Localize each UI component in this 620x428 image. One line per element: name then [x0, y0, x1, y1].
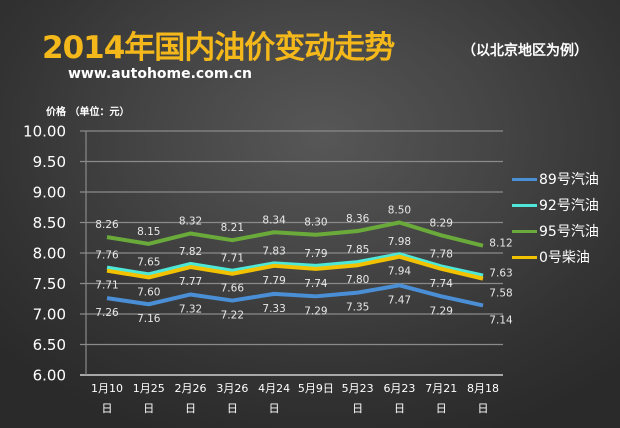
data-label: 7.79	[262, 275, 285, 287]
legend-item-95: 95号汽油	[512, 218, 599, 244]
x-tick-label: 1月25	[133, 382, 165, 395]
series-line-2	[106, 220, 484, 248]
data-label: 7.66	[221, 283, 245, 295]
data-label: 7.76	[95, 250, 119, 262]
data-label: 7.65	[137, 256, 160, 268]
data-label: 7.60	[137, 286, 160, 298]
data-label: 7.77	[179, 276, 202, 288]
x-tick-label: 8月18	[467, 382, 499, 395]
legend-item-89: 89号汽油	[512, 166, 599, 192]
data-label: 8.12	[489, 238, 512, 250]
y-tick-label: 7.00	[33, 306, 66, 324]
data-label: 7.32	[179, 303, 202, 315]
x-axis-ticks: 1月10 日 1月25 日 2月26 日 3月26 日 4月24 日 5月9日 5月23 日 6月23 日 7…	[91, 382, 499, 415]
legend-label: 92号汽油	[539, 198, 599, 214]
data-label: 7.47	[388, 294, 411, 306]
legend-swatch-0-diesel	[512, 255, 537, 259]
x-tick-label: 日	[227, 402, 238, 415]
legend-swatch-92	[512, 203, 537, 207]
x-tick-label: 1月10	[91, 382, 123, 395]
data-label: 7.29	[430, 305, 453, 317]
grid-lines	[80, 130, 503, 376]
x-tick-label: 日	[185, 402, 196, 415]
series-line-1	[106, 252, 484, 278]
x-tick-label: 3月26	[216, 382, 248, 395]
x-tick-label: 5月9日	[298, 382, 334, 395]
legend-label: 95号汽油	[539, 224, 599, 240]
y-tick-label: 8.00	[33, 245, 66, 263]
data-label: 7.29	[304, 305, 327, 317]
data-label: 7.71	[95, 280, 118, 292]
data-label: 7.79	[304, 248, 327, 260]
data-label: 7.94	[388, 266, 412, 278]
data-label: 8.29	[430, 217, 453, 229]
data-label: 7.74	[430, 278, 454, 290]
x-tick-label: 日	[352, 402, 363, 415]
chart-subtitle: （以北京地区为例）	[462, 43, 588, 59]
y-tick-label: 7.50	[33, 275, 66, 293]
series-lines	[106, 220, 484, 308]
series-line-0	[106, 283, 484, 308]
data-label: 8.26	[95, 219, 119, 231]
data-label: 7.83	[262, 245, 285, 257]
y-tick-label: 10.00	[23, 123, 66, 141]
y-tick-label: 9.00	[33, 184, 66, 202]
chart-title: 2014年国内油价变动走势	[42, 30, 395, 66]
source-url: www.autohome.com.cn	[68, 66, 253, 82]
data-label: 8.50	[388, 205, 411, 217]
data-label: 8.34	[262, 214, 286, 226]
y-tick-label: 8.50	[33, 214, 66, 232]
data-label: 8.21	[221, 222, 244, 234]
x-tick-label: 2月26	[175, 382, 207, 395]
x-tick-label: 日	[436, 402, 447, 415]
x-tick-label: 5月23	[342, 382, 374, 395]
legend: 89号汽油 92号汽油 95号汽油 0号柴油	[512, 166, 599, 270]
y-tick-label: 6.50	[33, 336, 66, 354]
data-label: 7.14	[489, 314, 513, 326]
legend-label: 89号汽油	[539, 172, 599, 188]
data-labels: 7.26 7.16 7.32 7.22 7.33 7.29 7.35 7.47 7.29 7.14…	[95, 205, 513, 327]
data-label: 7.26	[95, 307, 119, 319]
x-tick-label: 4月24	[258, 382, 290, 395]
x-tick-label: 日	[143, 402, 154, 415]
data-label: 7.33	[262, 303, 285, 315]
y-axis-ticks: 10.00 9.50 9.00 8.50 8.00 7.50 7.00 6.50 6.00	[23, 123, 66, 385]
data-label: 7.63	[489, 268, 512, 280]
legend-swatch-95	[512, 229, 537, 233]
data-label: 8.15	[137, 226, 160, 238]
legend-item-92: 92号汽油	[512, 192, 599, 218]
x-tick-label: 6月23	[383, 382, 415, 395]
series-line-3	[106, 254, 484, 281]
legend-label: 0号柴油	[539, 250, 590, 266]
x-tick-label: 7月21	[425, 382, 457, 395]
data-label: 7.85	[346, 244, 369, 256]
data-label: 7.22	[221, 310, 244, 322]
data-label: 7.35	[346, 302, 369, 314]
legend-item-0-diesel: 0号柴油	[512, 244, 599, 270]
data-label: 8.36	[346, 213, 370, 225]
x-tick-label: 日	[394, 402, 405, 415]
data-label: 7.82	[179, 246, 202, 258]
legend-swatch-89	[512, 177, 537, 181]
data-label: 7.74	[304, 278, 328, 290]
data-label: 7.98	[388, 236, 411, 248]
x-tick-label: 日	[269, 402, 280, 415]
data-label: 7.80	[346, 274, 369, 286]
data-label: 7.16	[137, 313, 161, 325]
y-tick-label: 6.00	[33, 367, 66, 385]
data-label: 7.58	[489, 288, 512, 300]
data-label: 7.71	[221, 253, 244, 265]
data-label: 8.30	[304, 217, 327, 229]
x-tick-label: 日	[478, 402, 489, 415]
x-tick-label: 日	[102, 402, 113, 415]
data-label: 8.32	[179, 215, 202, 227]
data-label: 7.78	[430, 248, 453, 260]
y-axis-unit-label: 价格 （单位：元）	[46, 107, 130, 118]
y-tick-label: 9.50	[33, 153, 66, 171]
